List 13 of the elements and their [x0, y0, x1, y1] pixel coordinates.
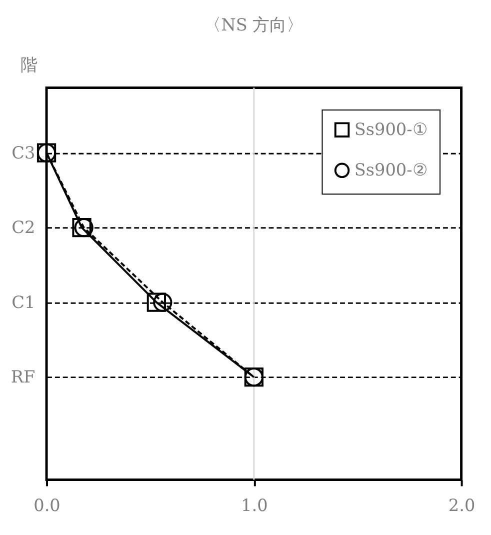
point [153, 292, 172, 312]
legend-label: Ss900-② [354, 159, 428, 180]
y-axis-title: 階 [20, 54, 38, 74]
legend-label: Ss900-① [354, 118, 428, 139]
y-tick-label: C1 [12, 292, 36, 312]
y-tick-label: C2 [12, 217, 36, 238]
x-tick-label: 2.0 [448, 494, 476, 515]
chart-title: 〈NS 方向〉 [204, 14, 304, 34]
x-tick-label: 0.0 [34, 494, 60, 515]
point [146, 292, 166, 312]
y-tick-label: RF [10, 366, 36, 387]
x-tick-label: 1.0 [241, 494, 268, 515]
y-tick-label: C3 [12, 142, 36, 162]
